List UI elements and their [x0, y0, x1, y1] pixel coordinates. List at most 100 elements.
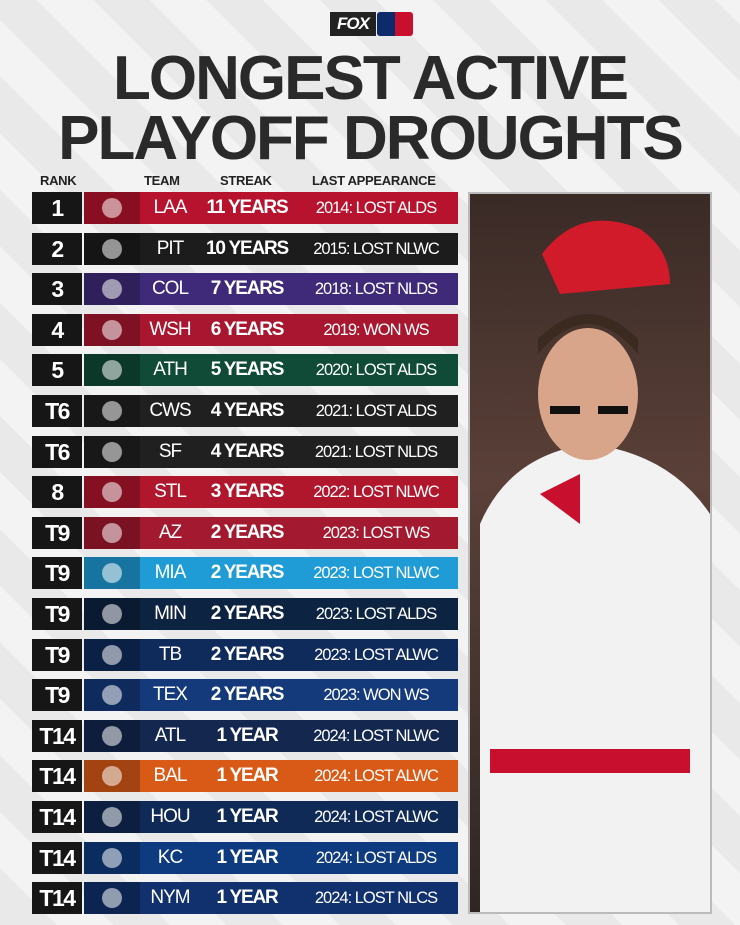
streak: 1 YEAR: [216, 724, 278, 746]
team-abbr: MIA: [154, 562, 187, 584]
streak: 10 YEARS: [206, 237, 289, 259]
fox-logo: FOX: [330, 12, 376, 36]
team-row: ATL 1 YEAR 2024: LOST NLWC: [84, 719, 458, 752]
team-abbr: KC: [157, 846, 183, 868]
rank-cell: 3: [32, 273, 82, 306]
streak: 2 YEARS: [210, 521, 285, 543]
last-appearance: 2018: LOST NLDS: [314, 280, 438, 299]
team-abbr: HOU: [150, 806, 190, 827]
team-row: BAL 1 YEAR 2024: LOST ALWC: [84, 760, 458, 793]
rank-cell: T9: [32, 638, 82, 671]
team-abbr: ATH: [153, 359, 188, 381]
streak: 1 YEAR: [216, 887, 278, 909]
rank-cell: T9: [32, 557, 82, 590]
last-appearance: 2019: WON WS: [323, 320, 429, 339]
team-abbr: NYM: [150, 887, 190, 909]
team-abbr: BAL: [153, 765, 188, 787]
team-row: NYM 1 YEAR 2024: LOST NLCS: [84, 882, 458, 915]
last-appearance: 2023: LOST ALWC: [314, 645, 439, 664]
rank-cell: 2: [32, 232, 82, 265]
team-abbr: STL: [154, 481, 187, 503]
rank-cell: 5: [32, 354, 82, 387]
streak: 1 YEAR: [216, 846, 278, 868]
team-row: COL 7 YEARS 2018: LOST NLDS: [84, 273, 458, 306]
last-appearance: 2024: LOST NLCS: [314, 889, 438, 908]
rank-cell: 4: [32, 313, 82, 346]
team-abbr: CWS: [149, 400, 191, 421]
team-logo: [84, 192, 140, 224]
title-line: LONGEST ACTIVE: [113, 44, 629, 113]
last-appearance: 2014: LOST ALDS: [315, 199, 437, 217]
team-row: PIT 10 YEARS 2015: LOST NLWC: [84, 232, 458, 265]
team-row: KC 1 YEAR 2024: LOST ALDS: [84, 841, 458, 874]
streak: 2 YEARS: [210, 684, 285, 706]
rank-cell: 1: [32, 192, 82, 224]
last-appearance: 2024: LOST ALDS: [315, 848, 437, 867]
streak: 2 YEARS: [210, 562, 285, 584]
streak: 4 YEARS: [210, 440, 285, 462]
team-row: TEX 2 YEARS 2023: WON WS: [84, 679, 458, 712]
last-appearance: 2023: LOST ALDS: [315, 605, 437, 623]
streak: 1 YEAR: [216, 806, 278, 827]
team-logo: [84, 882, 140, 915]
title-line: PLAYOFF DROUGHTS: [58, 104, 684, 173]
streak: 2 YEARS: [210, 603, 285, 624]
last-appearance: 2015: LOST NLWC: [313, 239, 440, 258]
last-appearance: 2023: LOST NLWC: [313, 564, 440, 583]
rank-cell: T6: [32, 435, 82, 468]
column-header: STREAK: [220, 173, 272, 188]
team-logo: [84, 801, 140, 833]
rank-cell: T6: [32, 395, 82, 427]
streak: 6 YEARS: [210, 318, 285, 340]
rank-cell: T9: [32, 598, 82, 630]
rank-cell: T9: [32, 516, 82, 549]
team-row: HOU 1 YEAR 2024: LOST ALWC: [84, 801, 458, 833]
last-appearance: 2023: LOST WS: [322, 523, 431, 542]
column-header: LAST APPEARANCE: [312, 173, 436, 188]
mlb-logo: [377, 12, 413, 36]
photo-illustration: [480, 220, 710, 912]
streak: 7 YEARS: [210, 278, 285, 300]
team-row: MIN 2 YEARS 2023: LOST ALDS: [84, 598, 458, 630]
rank-cell: T14: [32, 719, 82, 752]
last-appearance: 2020: LOST ALDS: [315, 361, 437, 380]
rank-cell: 8: [32, 476, 82, 509]
streak: 3 YEARS: [210, 481, 285, 503]
team-logo: [84, 435, 140, 468]
rank-cell: T14: [32, 882, 82, 915]
last-appearance: 2021: LOST NLDS: [314, 442, 438, 461]
team-row: STL 3 YEARS 2022: LOST NLWC: [84, 476, 458, 509]
team-row: TB 2 YEARS 2023: LOST ALWC: [84, 638, 458, 671]
column-header: RANK: [40, 173, 77, 188]
player-photo: [468, 192, 712, 914]
rank-cell: T9: [32, 679, 82, 712]
team-logo: [84, 354, 140, 387]
streak: 4 YEARS: [210, 400, 285, 421]
rank-cell: T14: [32, 841, 82, 874]
team-logo: [84, 476, 140, 509]
streak: 1 YEAR: [216, 765, 278, 787]
team-logo: [84, 516, 140, 549]
last-appearance: 2022: LOST NLWC: [313, 483, 440, 502]
team-abbr: PIT: [156, 237, 185, 259]
streak: 5 YEARS: [210, 359, 285, 381]
team-abbr: COL: [151, 278, 189, 300]
rank-cell: T14: [32, 801, 82, 833]
team-logo: [84, 679, 140, 712]
team-abbr: TB: [158, 643, 182, 665]
team-row: ATH 5 YEARS 2020: LOST ALDS: [84, 354, 458, 387]
team-abbr: LAA: [153, 197, 188, 218]
team-logo: [84, 395, 140, 427]
column-header: TEAM: [144, 173, 180, 188]
last-appearance: 2021: LOST ALDS: [315, 402, 437, 420]
last-appearance: 2024: LOST ALWC: [314, 808, 439, 826]
team-abbr: SF: [158, 440, 182, 462]
team-row: MIA 2 YEARS 2023: LOST NLWC: [84, 557, 458, 590]
team-logo: [84, 557, 140, 590]
team-logo: [84, 841, 140, 874]
rank-cell: T14: [32, 760, 82, 793]
team-logo: [84, 313, 140, 346]
team-logo: [84, 760, 140, 793]
last-appearance: 2023: WON WS: [323, 686, 429, 705]
